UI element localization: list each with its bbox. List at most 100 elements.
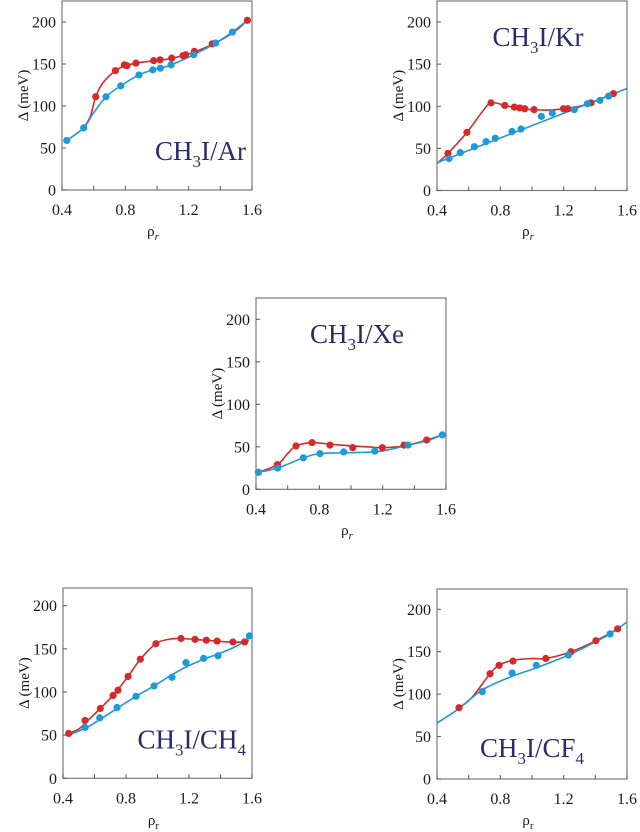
panel-title: CH3I/CF4 (480, 733, 585, 768)
x-tick-label: 1.6 (617, 791, 637, 808)
x-tick-label: 0.8 (116, 790, 136, 807)
series-blue-point (117, 82, 125, 90)
panel-title-subscript: 3 (530, 38, 539, 57)
series-red-point (423, 436, 431, 444)
y-tick-label: 0 (423, 772, 431, 789)
series-blue-point (340, 448, 348, 456)
series-red-point (114, 686, 122, 694)
series-red-point (292, 442, 300, 450)
series-blue-point (156, 64, 164, 72)
y-tick-label: 50 (415, 729, 431, 746)
series-red-point (564, 105, 572, 113)
panel-title-part: CH (155, 136, 193, 166)
series-blue-point (212, 39, 220, 47)
series-blue-point (228, 28, 236, 36)
x-tick-label: 0.8 (490, 791, 510, 808)
series-blue-point (167, 61, 175, 69)
x-axis-label-subscript: r (155, 231, 160, 243)
x-tick-label: 1.6 (242, 202, 262, 219)
series-red-point (152, 640, 160, 648)
x-axis-label-subscript: r (155, 820, 159, 832)
x-tick-label: 1.2 (179, 790, 199, 807)
series-red-point (132, 59, 140, 67)
x-axis-label: ρr (148, 813, 160, 832)
panel-ch3i-xe: 0 50 100 150 200 0.4 0.8 1.2 1.6 Δ (meV) ρr CH3I/Xe (210, 297, 456, 542)
series-blue-point (404, 441, 412, 449)
series-blue-point (491, 134, 499, 142)
series-blue-point (254, 468, 262, 476)
series-blue-curve (436, 621, 628, 724)
panel-title: CH3I/Xe (310, 319, 404, 354)
series-blue-point (508, 669, 516, 677)
y-axis-label: Δ (meV) (17, 657, 33, 709)
x-axis-label-subscript: r (349, 530, 354, 542)
series-red-point (213, 637, 221, 645)
y-axis-label: Δ (meV) (391, 658, 407, 710)
panel-title-part: CH (310, 319, 348, 349)
panel-title-part: I/Xe (356, 319, 404, 349)
panel-ch3i-ch4: 0 50 100 150 200 0.4 0.8 1.2 1.6 Δ (meV) ρr CH3I/CH… (17, 587, 262, 832)
y-tick-label: 200 (32, 15, 56, 32)
panel-title-subscript: 4 (576, 749, 585, 768)
series-blue-point (214, 652, 222, 660)
y-tick-label: 200 (33, 598, 57, 615)
series-blue-point (548, 109, 556, 117)
series-red-point (65, 729, 73, 738)
x-tick-label: 0.4 (427, 203, 447, 220)
series-blue-point (168, 673, 176, 681)
panel-title: CH3I/Kr (493, 22, 584, 57)
series-red-point (308, 438, 316, 447)
series-red-point (501, 101, 509, 110)
series-blue-point (63, 136, 71, 145)
panel-title-part: I/CF (526, 733, 576, 763)
series-blue-point (200, 654, 208, 662)
y-tick-label: 150 (32, 57, 56, 74)
series-red-point (510, 103, 518, 111)
series-red-point (326, 441, 334, 449)
y-tick-label: 200 (407, 602, 431, 619)
x-axis-label-symbol: ρ (522, 813, 530, 829)
x-tick-label: 1.6 (242, 790, 262, 807)
x-tick-label: 1.2 (554, 203, 574, 220)
series-red-point (136, 655, 144, 663)
series-blue-point (478, 688, 486, 696)
panel-title-subscript: 3 (348, 335, 357, 354)
y-tick-label: 50 (41, 728, 57, 745)
series-blue-point (274, 464, 282, 472)
series-red-point (240, 638, 249, 646)
x-tick-label: 0.8 (115, 202, 135, 219)
x-axis-label: ρr (341, 523, 354, 542)
series-blue-point (316, 450, 324, 458)
y-tick-label: 0 (423, 183, 431, 200)
x-tick-label: 1.6 (617, 203, 637, 220)
x-tick-label: 0.4 (52, 202, 72, 219)
series-red-point (455, 704, 463, 712)
series-blue-point (96, 714, 104, 722)
series-blue-curve (258, 434, 443, 474)
series-red-point (229, 638, 237, 646)
panel-title-subscript: 3 (193, 152, 202, 171)
series-red-point (378, 444, 386, 452)
panel-title-subscript: 3 (175, 740, 184, 759)
y-tick-label: 200 (226, 312, 250, 329)
series-blue-point (150, 682, 158, 690)
panel-title-part: CH (480, 733, 518, 763)
series-blue-point (482, 138, 490, 146)
series-red-point (191, 635, 199, 643)
y-tick-label: 0 (48, 183, 56, 200)
panel-title-part: I/CH (184, 724, 238, 754)
series-blue-point (245, 632, 253, 640)
panel-title-subscript: 3 (517, 749, 526, 768)
series-blue-point (470, 143, 478, 151)
y-tick-label: 150 (226, 354, 250, 371)
x-tick-label: 1.2 (373, 501, 393, 518)
panel-title: CH3I/CH4 (137, 724, 246, 759)
x-axis-label: ρr (522, 813, 534, 832)
panel-ch3i-cf4: 0 50 100 150 200 0.4 0.8 1.2 1.6 Δ (meV) ρr CH3I/CF… (391, 588, 637, 832)
panel-ch3i-ar: 0 50 100 150 200 0.4 0.8 1.2 1.6 Δ (meV) ρr CH3I/Ar (16, 0, 262, 243)
series-blue-point (537, 112, 545, 120)
series-blue-point (438, 431, 446, 439)
x-tick-label: 0.4 (53, 790, 73, 807)
series-red-point (124, 672, 132, 681)
